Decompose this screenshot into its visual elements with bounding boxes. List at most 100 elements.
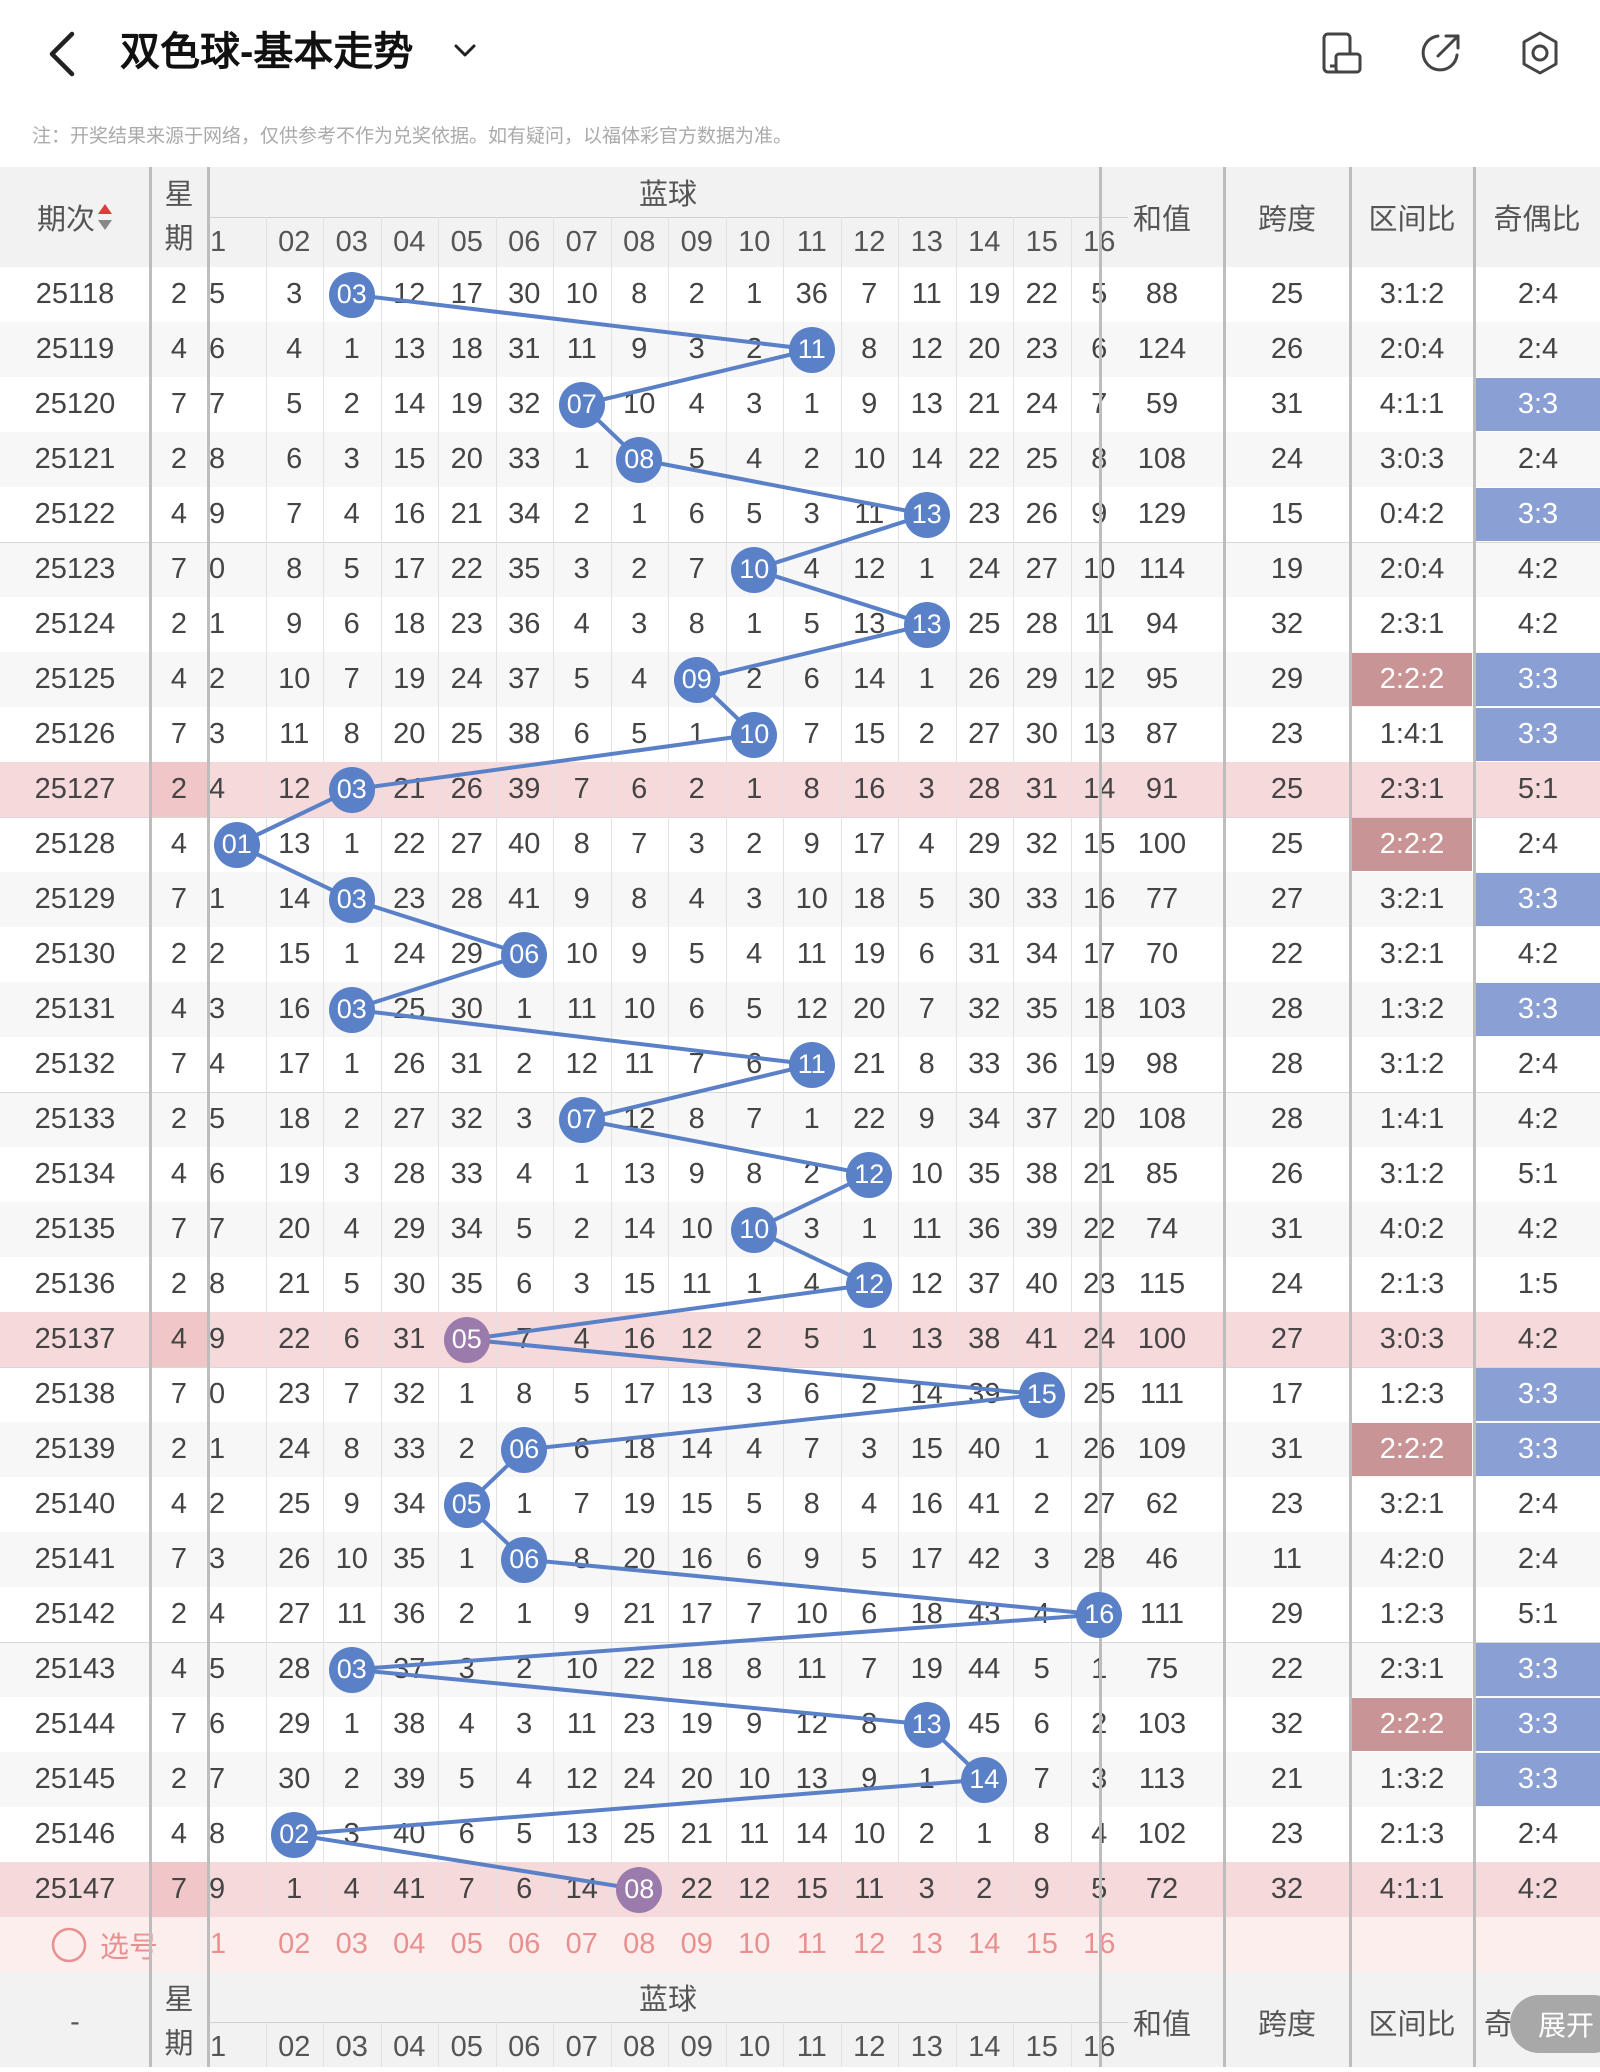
blue-miss-cell: 1 xyxy=(209,883,226,915)
select-number[interactable]: 1 xyxy=(210,1928,227,1960)
row-period: 25142 xyxy=(34,1598,116,1630)
blue-miss-cell: 3 xyxy=(343,1158,360,1190)
blue-miss-cell: 7 xyxy=(631,828,648,860)
header-period[interactable]: 期次 xyxy=(0,167,150,267)
blue-miss-cell: 18 xyxy=(623,1433,656,1465)
circle-select-icon[interactable] xyxy=(50,1926,88,1964)
select-row-label[interactable]: 选号 xyxy=(0,1917,208,1972)
blue-miss-cell: 5 xyxy=(209,1103,226,1135)
column-divider xyxy=(1473,167,1476,2067)
column-divider xyxy=(207,167,210,2067)
blue-miss-cell: 2 xyxy=(209,938,226,970)
row-zone: 0:4:2 xyxy=(1379,498,1445,530)
row-zone: 1:3:2 xyxy=(1379,1763,1445,1795)
blue-miss-cell: 18 xyxy=(393,608,426,640)
blue-ball-hit: 05 xyxy=(443,1481,490,1528)
blue-miss-cell: 3 xyxy=(803,1213,820,1245)
select-number[interactable]: 04 xyxy=(393,1928,426,1960)
row-zone: 3:0:3 xyxy=(1379,443,1445,475)
row-period: 25126 xyxy=(34,718,116,750)
blue-miss-cell: 16 xyxy=(680,1543,713,1575)
row-sum: 59 xyxy=(1145,388,1179,420)
sort-icon[interactable] xyxy=(97,202,113,232)
blue-miss-cell: 1 xyxy=(458,1378,475,1410)
row-span: 27 xyxy=(1270,883,1304,915)
blue-col-divider xyxy=(265,217,267,1917)
blue-miss-cell: 25 xyxy=(450,718,483,750)
blue-miss-cell: 9 xyxy=(918,1103,935,1135)
blue-miss-cell: 13 xyxy=(795,1763,828,1795)
blue-miss-cell: 31 xyxy=(393,1323,426,1355)
select-number[interactable]: 02 xyxy=(278,1928,311,1960)
blue-miss-cell: 9 xyxy=(209,1873,226,1905)
header-zone: 区间比 xyxy=(1368,204,1456,236)
row-zone: 3:1:2 xyxy=(1379,278,1445,310)
select-number[interactable]: 12 xyxy=(853,1928,886,1960)
row-zone: 2:2:2 xyxy=(1352,1423,1472,1476)
blue-miss-cell: 24 xyxy=(623,1763,656,1795)
select-number[interactable]: 05 xyxy=(450,1928,483,1960)
page-title[interactable]: 双色球-基本走势 xyxy=(120,30,414,74)
settings-icon[interactable] xyxy=(1516,28,1564,78)
blue-ball-hit: 03 xyxy=(328,876,375,923)
select-number[interactable]: 11 xyxy=(796,1928,827,1960)
blue-miss-cell: 4 xyxy=(209,773,226,805)
blue-miss-cell: 3 xyxy=(573,553,590,585)
select-number[interactable]: 07 xyxy=(565,1928,598,1960)
expand-button[interactable]: 展开 xyxy=(1510,1995,1600,2053)
blue-miss-cell: 40 xyxy=(1025,1268,1058,1300)
blue-miss-cell: 10 xyxy=(623,388,656,420)
row-period: 25129 xyxy=(34,883,116,915)
row-span: 25 xyxy=(1270,773,1304,805)
select-number[interactable]: 06 xyxy=(508,1928,541,1960)
blue-miss-cell: 36 xyxy=(795,278,828,310)
row-span: 25 xyxy=(1270,278,1304,310)
blue-ball-hit: 06 xyxy=(501,1426,548,1473)
blue-miss-cell: 5 xyxy=(209,278,226,310)
chevron-left-icon[interactable] xyxy=(40,26,88,82)
select-number[interactable]: 10 xyxy=(738,1928,771,1960)
row-span: 26 xyxy=(1270,333,1304,365)
row-span: 21 xyxy=(1270,1763,1304,1795)
select-number[interactable]: 15 xyxy=(1025,1928,1058,1960)
blue-miss-cell: 6 xyxy=(688,993,705,1025)
share-icon[interactable] xyxy=(1416,28,1464,78)
header-blue-number: 03 xyxy=(335,225,368,258)
blue-miss-cell: 4 xyxy=(631,663,648,695)
blue-miss-cell: 9 xyxy=(573,883,590,915)
select-number[interactable]: 13 xyxy=(910,1928,943,1960)
blue-miss-cell: 8 xyxy=(573,1543,590,1575)
blue-miss-cell: 29 xyxy=(1025,663,1058,695)
blue-col-divider xyxy=(1070,217,1072,1917)
blue-miss-cell: 2 xyxy=(688,773,705,805)
blue-miss-cell: 7 xyxy=(458,1873,475,1905)
phone-rotate-icon[interactable] xyxy=(1318,28,1366,78)
header-span: 跨度 xyxy=(1257,204,1316,236)
chevron-down-icon[interactable] xyxy=(450,36,480,66)
row-zone: 2:2:2 xyxy=(1352,818,1472,871)
blue-miss-cell: 4 xyxy=(458,1708,475,1740)
blue-miss-cell: 18 xyxy=(450,333,483,365)
blue-miss-cell: 1 xyxy=(976,1818,993,1850)
blue-ball-hit: 15 xyxy=(1018,1371,1065,1418)
select-number[interactable]: 08 xyxy=(623,1928,656,1960)
blue-miss-cell: 4 xyxy=(286,333,303,365)
select-number[interactable]: 09 xyxy=(680,1928,713,1960)
row-period: 25147 xyxy=(34,1873,116,1905)
blue-miss-cell: 10 xyxy=(335,1543,368,1575)
row-zone: 2:3:1 xyxy=(1379,1653,1445,1685)
blue-miss-cell: 10 xyxy=(853,1818,886,1850)
blue-miss-cell: 8 xyxy=(516,1378,533,1410)
blue-miss-cell: 2 xyxy=(1033,1488,1050,1520)
blue-miss-cell: 19 xyxy=(278,1158,311,1190)
select-number[interactable]: 03 xyxy=(335,1928,368,1960)
blue-miss-cell: 9 xyxy=(746,1708,763,1740)
blue-ball-hit: 13 xyxy=(903,491,950,538)
row-sum: 75 xyxy=(1145,1653,1179,1685)
select-number[interactable]: 14 xyxy=(968,1928,1001,1960)
row-odd: 4:2 xyxy=(1517,1873,1559,1905)
blue-miss-cell: 7 xyxy=(343,1378,360,1410)
blue-miss-cell: 31 xyxy=(968,938,1001,970)
blue-miss-cell: 32 xyxy=(508,388,541,420)
